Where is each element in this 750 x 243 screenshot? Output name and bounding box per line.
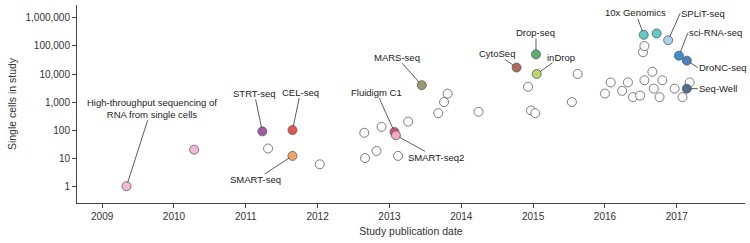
svg-text:Fluidigm C1: Fluidigm C1 (351, 87, 402, 98)
svg-text:CytoSeq: CytoSeq (479, 48, 515, 59)
svg-text:sci-RNA-seq: sci-RNA-seq (689, 27, 742, 38)
svg-text:2012: 2012 (306, 211, 329, 222)
svg-text:2010: 2010 (163, 211, 186, 222)
svg-text:Drop-seq: Drop-seq (516, 27, 555, 38)
svg-text:MARS-seq: MARS-seq (374, 52, 420, 63)
svg-text:SMART-seq2: SMART-seq2 (408, 152, 464, 163)
svg-text:100,000: 100,000 (34, 40, 71, 51)
svg-text:CEL-seq: CEL-seq (282, 87, 319, 98)
svg-text:inDrop: inDrop (547, 52, 575, 63)
svg-text:10: 10 (59, 153, 71, 164)
svg-text:2013: 2013 (378, 211, 401, 222)
svg-text:10x Genomics: 10x Genomics (605, 7, 666, 18)
svg-text:SMART-seq: SMART-seq (230, 174, 281, 185)
svg-text:2014: 2014 (450, 211, 473, 222)
svg-text:100: 100 (53, 125, 70, 136)
svg-text:Single cells in study: Single cells in study (6, 57, 18, 150)
svg-text:Seq-Well: Seq-Well (699, 83, 737, 94)
svg-text:2017: 2017 (666, 211, 689, 222)
svg-text:1: 1 (64, 181, 70, 192)
svg-text:SPLiT-seq: SPLiT-seq (681, 8, 725, 19)
svg-text:High-throughput sequencing ofR: High-throughput sequencing ofRNA from si… (87, 97, 217, 120)
svg-text:2016: 2016 (594, 211, 617, 222)
svg-text:1,000,000: 1,000,000 (26, 12, 71, 23)
svg-text:10,000: 10,000 (39, 69, 70, 80)
svg-text:STRT-seq: STRT-seq (233, 88, 276, 99)
svg-text:2015: 2015 (522, 211, 545, 222)
svg-text:2009: 2009 (91, 211, 114, 222)
svg-text:Study publication date: Study publication date (359, 225, 462, 237)
svg-text:1,000: 1,000 (45, 97, 70, 108)
svg-text:DroNC-seq: DroNC-seq (699, 62, 747, 73)
svg-text:2011: 2011 (235, 211, 257, 222)
